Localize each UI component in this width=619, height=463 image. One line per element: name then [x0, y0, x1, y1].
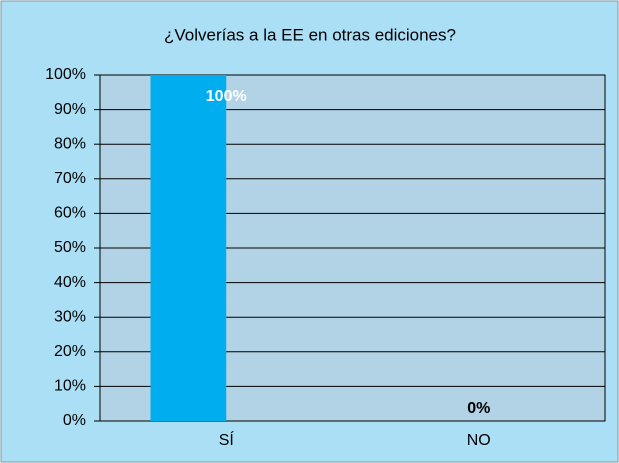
y-tick-label: 30% — [54, 308, 86, 325]
chart-title: ¿Volverías a la EE en otras ediciones? — [164, 25, 456, 44]
y-tick-label: 0% — [63, 412, 86, 429]
y-tick-label: 60% — [54, 205, 86, 222]
value-label: 0% — [467, 400, 490, 417]
y-tick-label: 90% — [54, 101, 86, 118]
bar — [150, 75, 227, 421]
y-tick-label: 100% — [45, 66, 86, 83]
y-tick-label: 40% — [54, 274, 86, 291]
x-tick-label: NO — [467, 432, 491, 449]
y-tick-label: 20% — [54, 343, 86, 360]
value-label: 100% — [206, 88, 247, 105]
y-tick-label: 70% — [54, 170, 86, 187]
y-tick-label: 10% — [54, 378, 86, 395]
y-tick-label: 50% — [54, 239, 86, 256]
x-tick-label: SÍ — [219, 430, 235, 449]
y-tick-label: 80% — [54, 135, 86, 152]
